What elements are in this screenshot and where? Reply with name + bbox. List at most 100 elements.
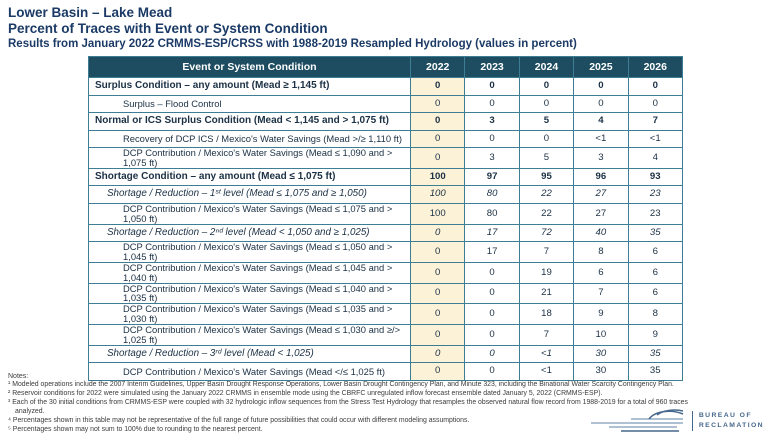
note-item: ¹ Modeled operations include the 2007 In… [8, 381, 674, 389]
value-cell: 0 [409, 282, 466, 305]
table-row: DCP Contribution / Mexico's Water Saving… [88, 282, 683, 305]
value-cell: 0 [464, 129, 520, 148]
value-cell: 23 [627, 202, 683, 225]
header-year-2024: 2024 [518, 56, 575, 78]
value-cell: 0 [409, 303, 466, 325]
value-cell: 72 [518, 223, 575, 242]
value-cell: 35 [627, 223, 683, 242]
value-cell: 7 [627, 112, 683, 131]
header-year-2026: 2026 [627, 56, 683, 78]
value-cell: 96 [573, 167, 629, 187]
row-label: DCP Contribution / Mexico's Water Saving… [88, 324, 411, 346]
value-cell: <1 [573, 129, 629, 148]
table-row: Recovery of DCP ICS / Mexico's Water Sav… [88, 129, 683, 148]
notes-heading: Notes: [8, 373, 29, 380]
table-row: Shortage / Reduction – 2ⁿᵈ level (Mead <… [88, 223, 683, 242]
row-label: DCP Contribution / Mexico's Water Saving… [88, 362, 411, 381]
row-label: DCP Contribution / Mexico's Water Saving… [88, 303, 411, 325]
table-row: Surplus – Flood Control 0 0 0 0 0 [88, 94, 683, 113]
value-cell: 40 [573, 223, 629, 242]
value-cell: 6 [573, 261, 629, 284]
note-item: ⁴ Percentages shown in this table may no… [8, 416, 470, 424]
table-row: DCP Contribution / Mexico's Water Saving… [88, 303, 683, 325]
value-cell: 5 [518, 147, 575, 169]
value-cell: 21 [518, 282, 575, 305]
row-label: Shortage / Reduction – 2ⁿᵈ level (Mead <… [88, 223, 411, 242]
table-header-row: Event or System Condition 2022 2023 2024… [88, 56, 683, 78]
value-cell: 27 [573, 202, 629, 225]
row-label: Recovery of DCP ICS / Mexico's Water Sav… [88, 129, 411, 148]
header-year-2023: 2023 [464, 56, 520, 78]
value-cell: <1 [518, 362, 575, 381]
table-row: Normal or ICS Surplus Condition (Mead < … [88, 112, 683, 131]
value-cell: 4 [627, 147, 683, 169]
table-row: Shortage Condition – any amount (Mead ≤ … [88, 167, 683, 187]
table-body: Surplus Condition – any amount (Mead ≥ 1… [88, 77, 683, 381]
value-cell: 100 [409, 167, 466, 187]
value-cell: 6 [627, 282, 683, 305]
row-label: Shortage / Reduction – 3ʳᵈ level (Mead <… [88, 344, 411, 364]
value-cell: 0 [464, 282, 520, 305]
value-cell: 10 [573, 324, 629, 346]
results-table: Event or System Condition 2022 2023 2024… [88, 56, 683, 381]
value-cell: 0 [464, 94, 520, 113]
value-cell: 4 [573, 112, 629, 131]
value-cell: 6 [627, 261, 683, 284]
value-cell: 22 [518, 185, 575, 204]
row-label: DCP Contribution / Mexico's Water Saving… [88, 202, 411, 225]
value-cell: 23 [627, 185, 683, 204]
value-cell: 0 [409, 77, 466, 96]
value-cell: <1 [627, 129, 683, 148]
note-item: ² Reservoir conditions for 2022 were sim… [8, 390, 603, 398]
title-block: Lower Basin – Lake Mead Percent of Trace… [8, 5, 577, 52]
table-row: DCP Contribution / Mexico's Water Saving… [88, 202, 683, 225]
page-title: Lower Basin – Lake Mead [8, 5, 173, 20]
value-cell: 93 [627, 167, 683, 187]
table-row: DCP Contribution / Mexico's Water Saving… [88, 147, 683, 169]
row-label: DCP Contribution / Mexico's Water Saving… [88, 241, 411, 263]
logo-text-line1: BUREAU OF [698, 412, 752, 420]
value-cell: 3 [464, 147, 520, 169]
table-row: Surplus Condition – any amount (Mead ≥ 1… [88, 77, 683, 96]
value-cell: 27 [573, 185, 629, 204]
logo-text-line2: RECLAMATION [698, 422, 764, 429]
value-cell: 0 [464, 324, 520, 346]
page-subtitle-detail: Results from January 2022 CRMMS-ESP/CRSS… [8, 37, 577, 50]
row-label: Shortage / Reduction – 1ˢᵗ level (Mead ≤… [88, 185, 411, 204]
header-year-2022: 2022 [409, 56, 466, 78]
value-cell: <1 [518, 344, 575, 364]
notes-section: Notes: ¹ Modeled operations include the … [8, 372, 708, 435]
value-cell: 30 [573, 344, 629, 364]
value-cell: 7 [518, 324, 575, 346]
value-cell: 0 [409, 147, 466, 169]
value-cell: 0 [409, 324, 466, 346]
note-item: ³ Each of the 30 initial conditions from… [8, 399, 688, 415]
row-label: Surplus – Flood Control [88, 94, 411, 113]
reclamation-logo-icon [590, 409, 684, 432]
value-cell: 97 [464, 167, 520, 187]
value-cell: 35 [627, 362, 683, 381]
value-cell: 19 [518, 261, 575, 284]
value-cell: 9 [627, 324, 683, 346]
value-cell: 7 [518, 241, 575, 263]
value-cell: 0 [409, 129, 466, 148]
value-cell: 8 [573, 241, 629, 263]
value-cell: 95 [518, 167, 575, 187]
value-cell: 30 [573, 362, 629, 381]
value-cell: 22 [518, 202, 575, 225]
header-year-2025: 2025 [573, 56, 629, 78]
value-cell: 0 [464, 77, 520, 96]
row-label: DCP Contribution / Mexico's Water Saving… [88, 261, 411, 284]
row-label: Shortage Condition – any amount (Mead ≤ … [88, 167, 411, 187]
value-cell: 0 [627, 77, 683, 96]
value-cell: 5 [518, 112, 575, 131]
value-cell: 0 [464, 261, 520, 284]
value-cell: 18 [518, 303, 575, 325]
value-cell: 17 [464, 241, 520, 263]
value-cell: 0 [409, 94, 466, 113]
value-cell: 0 [627, 94, 683, 113]
value-cell: 35 [627, 344, 683, 364]
header-condition: Event or System Condition [88, 56, 411, 78]
notes-list: ¹ Modeled operations include the 2007 In… [8, 381, 708, 435]
